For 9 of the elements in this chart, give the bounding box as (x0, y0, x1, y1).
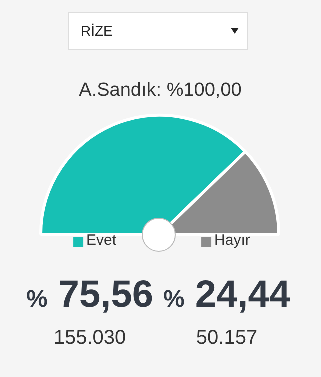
text: 50.157 (195, 327, 259, 350)
data-label: % 24,44 (162, 274, 292, 317)
text: 155.030 (52, 327, 128, 350)
legend-label: Hayır (214, 232, 250, 250)
legend-label: Evet (86, 232, 118, 250)
chart-title: A.Sandık: %100,00 (78, 80, 243, 102)
chart-subtitle: RİZE (81, 23, 113, 39)
province-dropdown[interactable]: RİZE (68, 12, 248, 50)
data-label: % 75,56 (26, 274, 154, 317)
